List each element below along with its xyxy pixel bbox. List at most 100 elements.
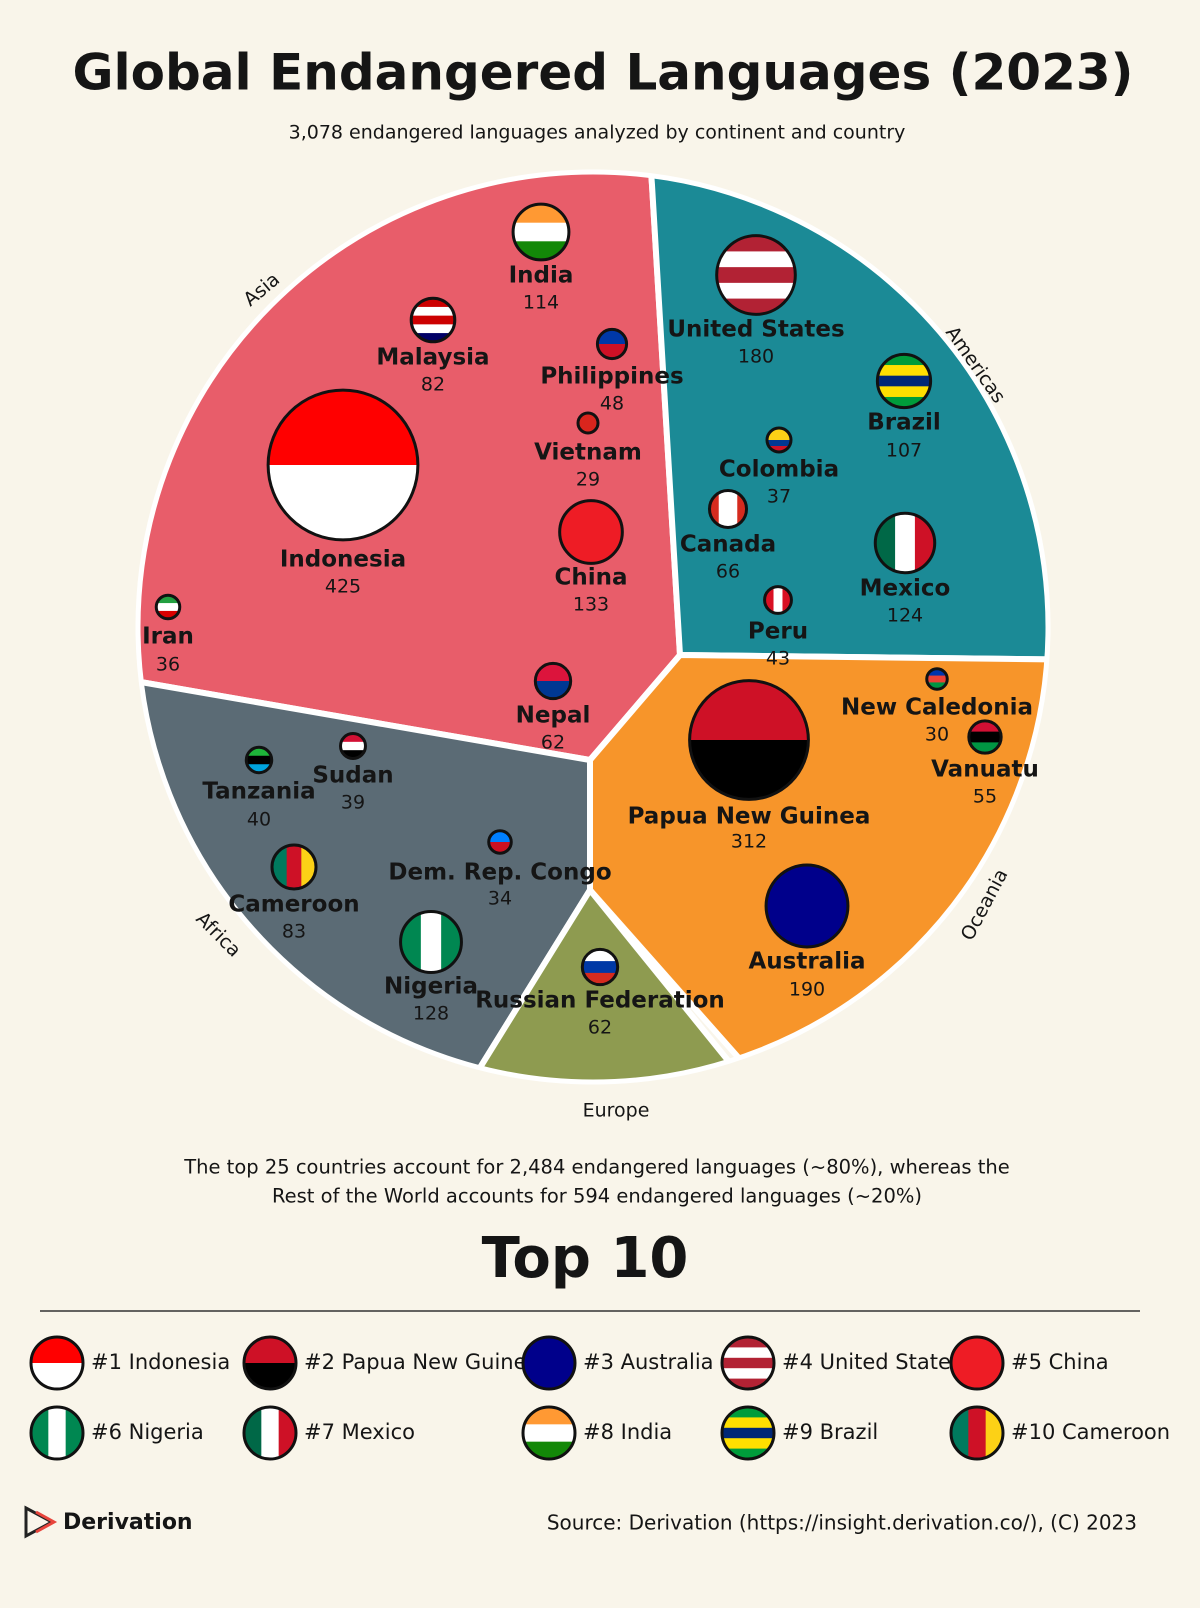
flag-stripe (877, 396, 931, 408)
country-value: 30 (925, 724, 949, 746)
flag-stripe (340, 741, 366, 751)
flag-stripe (722, 1427, 774, 1439)
country-name: Sudan (312, 763, 393, 789)
note-line: Rest of the World accounts for 594 endan… (272, 1185, 922, 1208)
flag-stripe (895, 513, 916, 573)
flag-stripe (766, 440, 792, 447)
country-name: United States (667, 317, 844, 343)
country-value: 82 (421, 374, 445, 396)
flag-outline (521, 1335, 577, 1391)
flag (877, 354, 931, 408)
country-value: 62 (541, 732, 565, 754)
flag-outline (720, 1335, 776, 1391)
flag-stripe (877, 354, 931, 366)
country-name: Mexico (860, 576, 951, 602)
country-value: 425 (325, 576, 361, 598)
flag-stripe (877, 375, 931, 387)
country-flag (925, 667, 949, 691)
flag-outline (949, 1405, 1005, 1461)
country-value: 128 (413, 1003, 449, 1025)
flag-stripe (340, 750, 366, 759)
flag (246, 747, 272, 773)
flag (31, 1337, 83, 1389)
country-value: 29 (576, 469, 600, 491)
flag-stripe (766, 446, 792, 453)
flag-stripe (411, 315, 455, 325)
country-flag (873, 511, 937, 575)
top10-list: #1 Indonesia #2 Papua New Guinea #3 Austra… (29, 1335, 1170, 1461)
country-value: 312 (731, 831, 767, 853)
country-name: Vietnam (534, 440, 642, 466)
country-name: Indonesia (280, 547, 406, 573)
note-line: The top 25 countries account for 2,484 e… (183, 1156, 1010, 1179)
flag-stripe (420, 911, 442, 973)
flag-outline (521, 1405, 577, 1461)
flag-stripe (766, 427, 792, 435)
country-value: 37 (767, 486, 791, 508)
top10-item: #5 China (1011, 1350, 1109, 1374)
flag-stripe (926, 668, 948, 677)
flag-stripe (716, 251, 796, 268)
flag-stripe (716, 267, 796, 284)
country-name: Nepal (516, 703, 591, 729)
flag (340, 733, 366, 759)
flag-stripe (513, 222, 569, 242)
country-flag (339, 732, 367, 760)
source: Source: Derivation (https://insight.deri… (547, 1511, 1137, 1535)
country-value: 133 (573, 594, 609, 616)
country-flag (765, 426, 793, 454)
country-name: Vanuatu (931, 757, 1039, 783)
flag-stripe (766, 433, 792, 441)
flag-stripe (535, 681, 571, 699)
flag-stripe (722, 1448, 774, 1459)
flag-stripe (968, 1407, 987, 1459)
country-flag (244, 745, 274, 775)
country-value: 39 (341, 792, 365, 814)
top10-item: #4 United States (782, 1350, 962, 1374)
country-name: New Caledonia (841, 695, 1033, 721)
top10-item: #3 Australia (583, 1350, 714, 1374)
country-value: 124 (887, 605, 923, 627)
brand: Derivation (63, 1510, 193, 1535)
flag-stripe (718, 490, 729, 528)
country-name: Peru (748, 619, 808, 645)
country-flag (533, 661, 573, 701)
flag-stripe (488, 830, 512, 843)
flag (722, 1407, 774, 1459)
flag-stripe (535, 663, 571, 682)
flag-stripe (411, 324, 455, 334)
flag (578, 413, 598, 433)
top10-item: #9 Brazil (782, 1420, 878, 1444)
flag (559, 500, 623, 564)
flag (709, 490, 747, 528)
country-flag (270, 843, 318, 891)
flag-stripe (411, 298, 455, 308)
flag-stripe (340, 733, 366, 743)
flag-outline (242, 1405, 298, 1461)
flag-stripe (716, 282, 796, 300)
continent-region (454, 884, 767, 1082)
country-name: Australia (748, 949, 865, 975)
country-value: 180 (738, 346, 774, 368)
flag-stripe (156, 603, 180, 612)
flag-stripe (877, 365, 931, 377)
flag-stripe (722, 1347, 774, 1359)
country-value: 55 (973, 786, 997, 808)
flag-stripe (968, 731, 1002, 743)
flag (968, 720, 1002, 754)
logo (24, 1505, 58, 1539)
flag (722, 1337, 774, 1389)
country-value: 48 (600, 393, 624, 415)
flag-stripe (246, 755, 272, 765)
flag-stripe (582, 961, 618, 974)
country-flag (580, 947, 620, 987)
flag-stripe (156, 595, 180, 604)
country-value: 36 (156, 654, 180, 676)
country-name: Tanzania (202, 779, 315, 805)
country-name: Canada (680, 532, 776, 558)
country-value: 114 (523, 292, 559, 314)
country-value: 107 (886, 440, 922, 462)
flag-stripe (737, 490, 747, 528)
flag-stripe (246, 747, 272, 757)
